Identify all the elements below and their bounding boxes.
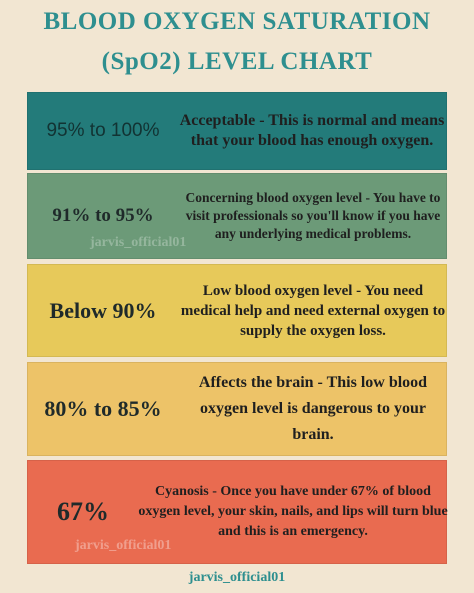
level-row-80-85: 80% to 85% Affects the brain - This low … xyxy=(27,362,447,456)
chart-title-line-1: BLOOD OXYGEN SATURATION xyxy=(43,8,431,35)
level-description: Acceptable - This is normal and means th… xyxy=(179,112,445,149)
level-range: 67% xyxy=(57,497,109,526)
level-range: 80% to 85% xyxy=(44,396,162,421)
level-range: 91% to 95% xyxy=(52,205,154,226)
level-description: Cyanosis - Once you have under 67% of bl… xyxy=(138,484,448,539)
level-row-below-90: Below 90% Low blood oxygen level - You n… xyxy=(27,264,447,357)
level-row-67: 67% Cyanosis - Once you have under 67% o… xyxy=(27,460,448,564)
level-description: Low blood oxygen level - You need medica… xyxy=(180,282,446,339)
level-row-95-100: 95% to 100% Acceptable - This is normal … xyxy=(27,92,447,170)
footer-credit: jarvis_official01 xyxy=(188,570,286,585)
level-row-91-95: 91% to 95% Concerning blood oxygen level… xyxy=(27,173,447,259)
level-range: Below 90% xyxy=(49,297,157,323)
chart-title-line-2: (SpO2) LEVEL CHART xyxy=(101,48,373,75)
level-range: 95% to 100% xyxy=(46,120,160,141)
level-description: Affects the brain - This low blood oxyge… xyxy=(198,374,428,443)
level-description: Concerning blood oxygen level - You have… xyxy=(185,190,441,241)
